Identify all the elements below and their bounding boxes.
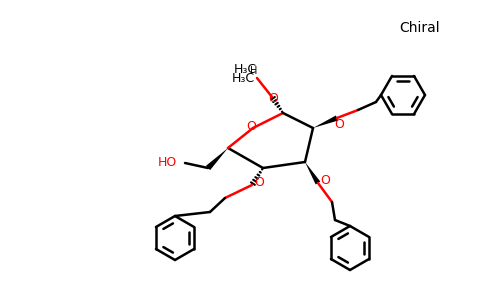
Text: O: O	[254, 176, 264, 188]
Text: Chiral: Chiral	[400, 21, 440, 35]
Text: H₃C: H₃C	[234, 63, 257, 76]
Polygon shape	[313, 116, 338, 128]
Polygon shape	[305, 162, 320, 184]
Text: HO: HO	[158, 157, 177, 169]
Text: H: H	[250, 66, 257, 76]
Text: H₃C: H₃C	[232, 71, 255, 85]
Text: O: O	[268, 92, 278, 106]
Text: O: O	[334, 118, 344, 130]
Text: O: O	[320, 173, 330, 187]
Polygon shape	[206, 148, 228, 170]
Text: O: O	[246, 121, 256, 134]
